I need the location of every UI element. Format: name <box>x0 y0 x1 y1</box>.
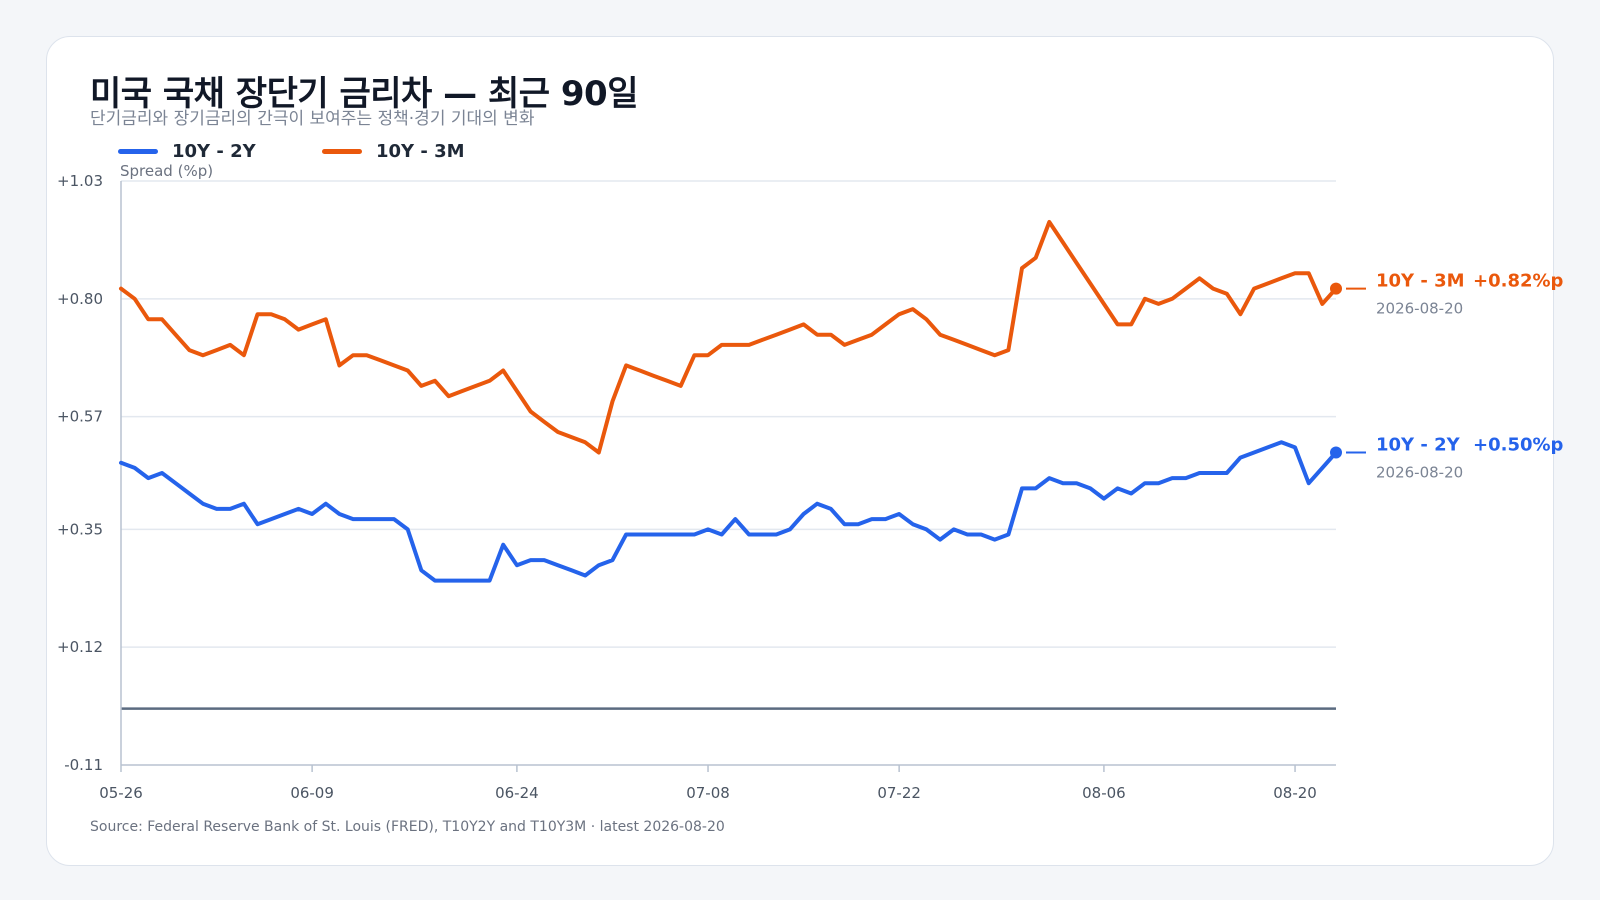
end-label-name-10y-2y: 10Y - 2Y <box>1376 435 1461 456</box>
legend-item-10y-2y: 10Y - 2Y <box>118 140 256 162</box>
end-label-date-10y-3m: 2026-08-20 <box>1376 300 1463 318</box>
chart-subtitle: 단기금리와 장기금리의 간극이 보여주는 정책·경기 기대의 변화 <box>90 109 535 129</box>
end-label-value-10y-2y: +0.50%p <box>1473 435 1564 456</box>
legend-label-10y-2y: 10Y - 2Y <box>172 140 256 162</box>
legend-swatch-10y-3m <box>322 148 362 154</box>
series-endpoint-10y-2y <box>1330 446 1342 459</box>
end-label-name-10y-3m: 10Y - 3M <box>1376 271 1465 292</box>
end-label-date-10y-2y: 2026-08-20 <box>1376 464 1463 482</box>
end-label-value-10y-3m: +0.82%p <box>1473 271 1564 292</box>
x-tick-label: 08-20 <box>1273 784 1317 802</box>
y-tick-label: +0.12 <box>57 638 103 656</box>
x-tick-label: 07-22 <box>877 784 921 802</box>
x-tick-label: 08-06 <box>1082 784 1126 802</box>
y-axis-label: Spread (%p) <box>120 162 214 180</box>
x-tick-label: 05-26 <box>99 784 143 802</box>
series-line-10y-3m <box>119 220 1338 455</box>
source-note: Source: Federal Reserve Bank of St. Loui… <box>90 819 725 835</box>
y-tick-label: +0.35 <box>57 520 103 538</box>
chart-title: 미국 국채 장단기 금리차 — 최근 90일 <box>90 74 638 114</box>
series-line-10y-2y <box>119 440 1338 583</box>
x-tick-label: 06-24 <box>495 784 539 802</box>
legend-item-10y-3m: 10Y - 3M <box>322 140 465 162</box>
legend-label-10y-3m: 10Y - 3M <box>376 140 465 162</box>
legend-swatch-10y-2y <box>118 148 158 154</box>
y-tick-label: -0.11 <box>64 756 103 774</box>
y-tick-label: +1.03 <box>57 172 103 190</box>
x-tick-label: 06-09 <box>290 784 334 802</box>
y-tick-label: +0.80 <box>57 290 103 308</box>
series-endpoint-10y-3m <box>1330 282 1342 295</box>
chart-card <box>46 36 1554 866</box>
x-tick-label: 07-08 <box>686 784 730 802</box>
y-tick-label: +0.57 <box>57 408 103 426</box>
